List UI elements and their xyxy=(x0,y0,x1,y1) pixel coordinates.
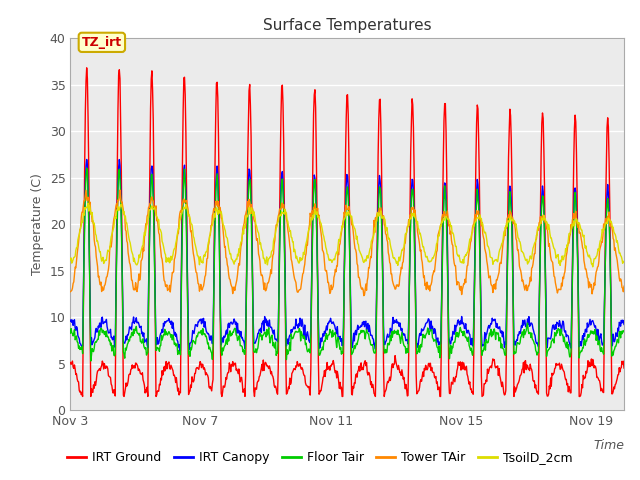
IRT Ground xyxy=(131,365,139,371)
TsoilD_2cm xyxy=(620,259,628,264)
IRT Canopy xyxy=(401,335,409,340)
Text: TZ_irt: TZ_irt xyxy=(82,36,122,49)
Y-axis label: Temperature (C): Temperature (C) xyxy=(31,173,44,276)
Tower TAir xyxy=(131,286,138,291)
Text: Time: Time xyxy=(593,439,624,452)
Tower TAir xyxy=(401,240,409,246)
IRT Ground xyxy=(180,75,188,81)
IRT Canopy xyxy=(67,318,74,324)
Tower TAir xyxy=(491,281,499,287)
Line: Tower TAir: Tower TAir xyxy=(70,190,624,296)
IRT Ground xyxy=(83,65,90,71)
Floor Tair xyxy=(143,352,150,358)
Floor Tair xyxy=(401,344,409,349)
Floor Tair xyxy=(131,326,139,332)
IRT Canopy xyxy=(180,166,188,172)
Floor Tair xyxy=(83,165,90,171)
TsoilD_2cm xyxy=(84,200,92,206)
Tower TAir xyxy=(67,289,74,295)
TsoilD_2cm xyxy=(401,238,408,243)
IRT Canopy xyxy=(620,322,628,327)
Line: IRT Ground: IRT Ground xyxy=(70,68,624,396)
Floor Tair xyxy=(87,358,95,364)
Floor Tair xyxy=(355,336,362,342)
IRT Canopy xyxy=(491,316,499,322)
IRT Ground xyxy=(491,363,499,369)
TsoilD_2cm xyxy=(131,255,138,261)
IRT Ground xyxy=(143,389,150,395)
Tower TAir xyxy=(360,293,368,299)
Line: IRT Canopy: IRT Canopy xyxy=(70,159,624,351)
IRT Ground xyxy=(620,365,628,371)
IRT Ground xyxy=(401,386,409,392)
Floor Tair xyxy=(67,330,74,336)
IRT Canopy xyxy=(83,156,90,162)
Line: Floor Tair: Floor Tair xyxy=(70,168,624,361)
Tower TAir xyxy=(116,187,124,193)
IRT Canopy xyxy=(176,348,184,354)
IRT Canopy xyxy=(131,321,138,326)
TsoilD_2cm xyxy=(354,240,362,246)
IRT Ground xyxy=(355,368,362,373)
TsoilD_2cm xyxy=(490,258,498,264)
TsoilD_2cm xyxy=(67,257,74,263)
Line: TsoilD_2cm: TsoilD_2cm xyxy=(70,203,624,267)
Tower TAir xyxy=(354,263,362,268)
IRT Ground xyxy=(67,360,74,365)
TsoilD_2cm xyxy=(142,228,150,233)
TsoilD_2cm xyxy=(179,207,187,213)
Floor Tair xyxy=(620,329,628,335)
Legend: IRT Ground, IRT Canopy, Floor Tair, Tower TAir, TsoilD_2cm: IRT Ground, IRT Canopy, Floor Tair, Towe… xyxy=(62,446,578,469)
IRT Canopy xyxy=(142,337,150,343)
TsoilD_2cm xyxy=(589,264,596,270)
Floor Tair xyxy=(491,330,499,336)
IRT Canopy xyxy=(355,326,362,332)
Tower TAir xyxy=(620,283,628,289)
Title: Surface Temperatures: Surface Temperatures xyxy=(263,18,431,33)
IRT Ground xyxy=(79,394,86,399)
Floor Tair xyxy=(180,175,188,181)
Tower TAir xyxy=(179,197,187,203)
Tower TAir xyxy=(142,221,150,227)
